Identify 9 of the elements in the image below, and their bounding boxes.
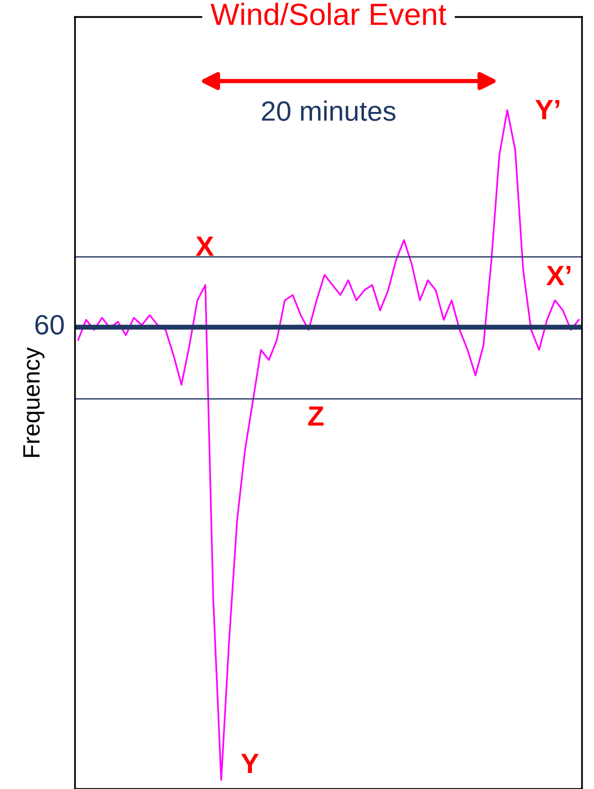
annotation: Z — [308, 406, 324, 426]
chart-title: Wind/Solar Event — [210, 2, 446, 26]
annotation: Y — [241, 754, 259, 774]
annotation: Y’ — [535, 100, 560, 120]
text: 60 — [35, 314, 64, 335]
annotation: 20 minutes — [262, 100, 396, 121]
y-axis-title: Frequency — [23, 347, 44, 457]
annotation: X — [196, 236, 214, 256]
annotation: X’ — [546, 266, 570, 286]
